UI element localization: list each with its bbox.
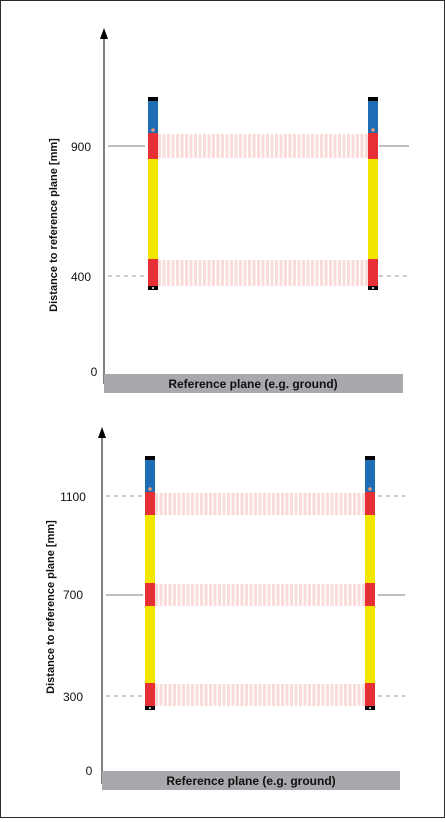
bottom-beam-upper (155, 493, 365, 515)
top-right-column (368, 97, 378, 290)
bottom-reference-plane (102, 771, 400, 790)
bottom-zero-label: 0 (86, 764, 93, 778)
bottom-right-column (365, 456, 375, 710)
top-reference-plane (104, 374, 403, 393)
top-diagram: Distance to reference plane [mm] 900 400… (48, 28, 409, 393)
top-y-axis-label: Distance to reference plane [mm] (48, 138, 60, 312)
bottom-left-column (145, 456, 155, 710)
top-left-column (148, 97, 158, 290)
bottom-tick-300: 300 (63, 690, 83, 704)
top-reference-plane-label: Reference plane (e.g. ground) (168, 377, 337, 391)
bottom-tick-700: 700 (63, 588, 83, 602)
top-zero-label: 0 (91, 365, 98, 379)
bottom-beam-middle (155, 584, 365, 606)
top-tick-400: 400 (71, 270, 91, 284)
top-beam-upper (158, 134, 368, 158)
top-tick-900: 900 (71, 140, 91, 154)
up-arrow-icon (98, 427, 106, 438)
bottom-diagram: Distance to reference plane [mm] 1100 70… (45, 427, 405, 790)
bottom-tick-1100: 1100 (60, 490, 86, 504)
bottom-beam-lower (155, 684, 365, 706)
bottom-reference-plane-label: Reference plane (e.g. ground) (166, 774, 335, 788)
up-arrow-icon (100, 28, 108, 39)
bottom-y-axis-label: Distance to reference plane [mm] (45, 520, 57, 694)
top-beam-lower (158, 260, 368, 286)
